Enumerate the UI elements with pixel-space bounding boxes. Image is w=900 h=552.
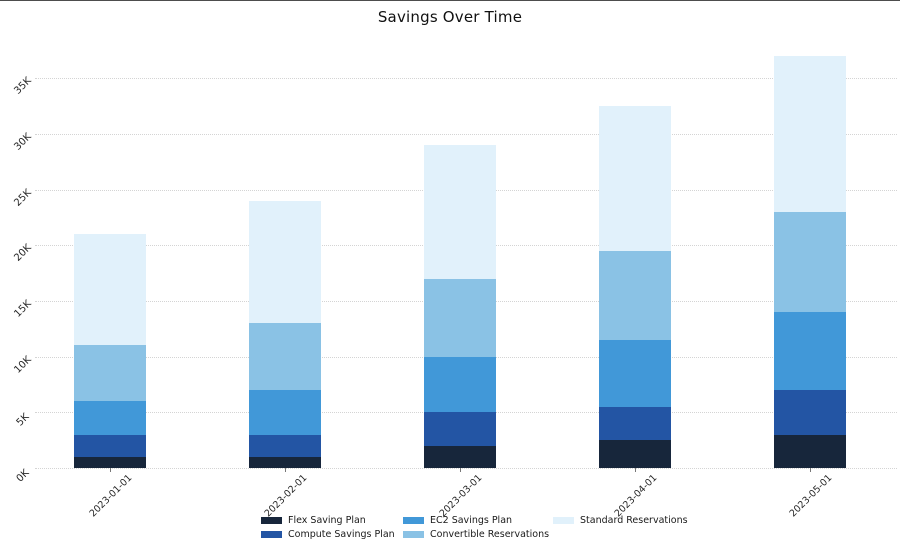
bar-segment (599, 339, 672, 407)
bar-segment (599, 105, 672, 251)
y-axis-tick-label: 30K (12, 131, 34, 153)
legend-swatch-compute-savings-plan (261, 531, 282, 538)
legend-column: EC2 Savings Plan Convertible Reservations (403, 515, 553, 540)
bar-segment (424, 412, 496, 446)
bar-segment (248, 390, 321, 435)
window-top-edge (0, 0, 900, 1)
bar-segment (599, 250, 672, 340)
bar-segment (774, 55, 847, 212)
legend-swatch-ec2-savings-plan (403, 517, 424, 524)
x-axis-tick-mark (810, 468, 812, 472)
legend-item: Compute Savings Plan (261, 529, 403, 540)
bar-segment (248, 434, 321, 457)
bar-segment (73, 345, 146, 402)
bar-segment (248, 200, 321, 324)
legend-label: Standard Reservations (580, 515, 688, 526)
bar-segment (424, 356, 496, 413)
bar-segment (774, 211, 847, 313)
x-axis-tick-mark (109, 468, 111, 472)
x-axis-tick-label: 2023-04-01 (612, 472, 660, 520)
x-axis-tick-label: 2023-05-01 (787, 472, 835, 520)
bar-segment (774, 390, 847, 435)
legend-swatch-flex-saving-plan (261, 517, 282, 524)
x-axis-tick-mark (460, 468, 461, 472)
bar-segment (248, 323, 321, 390)
x-axis-tick-mark (284, 468, 286, 472)
legend-label: Convertible Reservations (430, 529, 550, 540)
legend-label: Flex Saving Plan (288, 515, 366, 526)
x-axis-tick-mark (635, 468, 637, 472)
bar-segment (774, 434, 847, 468)
legend-label: Compute Savings Plan (288, 529, 395, 540)
legend-column: Standard Reservations (553, 515, 699, 540)
legend-label: EC2 Savings Plan (430, 515, 513, 526)
x-axis-tick-label: 2023-01-01 (87, 472, 135, 520)
y-axis-tick-label: 25K (12, 186, 34, 209)
x-axis-tick-label: 2023-03-01 (437, 472, 485, 520)
bar-segment (774, 312, 847, 390)
y-gridline (35, 468, 897, 469)
y-axis-tick-label: 20K (12, 242, 34, 264)
legend-item: EC2 Savings Plan (403, 515, 553, 526)
y-gridline (35, 133, 897, 135)
bar-segment (73, 456, 146, 468)
legend-item: Flex Saving Plan (261, 515, 403, 526)
y-axis-tick-label: 5K (14, 411, 32, 429)
bar-segment (73, 401, 146, 435)
bar-segment (73, 234, 146, 346)
legend-swatch-convertible-reservations (403, 531, 424, 538)
bar-segment (424, 445, 496, 468)
legend-column: Flex Saving Plan Compute Savings Plan (261, 515, 403, 540)
y-axis-tick-label: 15K (12, 298, 34, 320)
x-axis-tick-label: 2023-02-01 (262, 472, 310, 520)
legend-swatch-standard-reservations (553, 517, 574, 524)
chart-legend: Flex Saving Plan Compute Savings Plan EC2 … (261, 515, 699, 540)
legend-item: Convertible Reservations (403, 529, 553, 540)
bar-segment (73, 434, 146, 457)
chart-title: Savings Over Time (377, 8, 523, 26)
legend-item: Standard Reservations (553, 515, 699, 526)
bar-segment (599, 440, 672, 468)
y-axis-tick-label: 10K (12, 353, 34, 376)
bar-segment (424, 144, 496, 279)
bar-segment (424, 278, 496, 357)
bar-segment (248, 456, 321, 468)
y-gridline (35, 78, 897, 80)
y-axis-tick-label: 35K (12, 75, 34, 97)
y-axis-tick-label: 0K (14, 467, 32, 485)
bar-segment (599, 406, 672, 441)
